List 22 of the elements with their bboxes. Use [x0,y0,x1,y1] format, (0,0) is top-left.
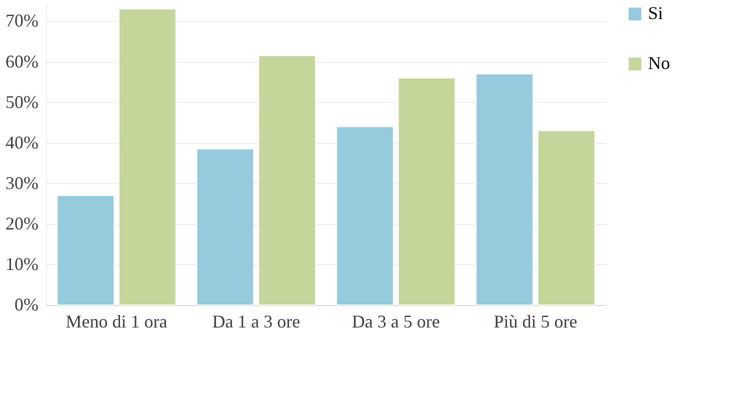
x-tick-label: Più di 5 ore [494,312,578,332]
bar [196,148,254,306]
bar [56,195,115,306]
y-tick-label: 0% [14,294,38,314]
x-tick-label: Da 3 a 5 ore [352,312,440,332]
legend-label: Si [648,3,664,23]
x-tick-label: Da 1 a 3 ore [212,312,300,332]
bar [476,73,534,306]
y-tick-label: 50% [6,92,38,112]
bar [398,77,456,306]
y-tick-label: 60% [6,51,38,72]
y-tick-label: 40% [6,132,38,152]
legend-label: No [648,53,670,73]
y-tick-label: 20% [6,213,38,234]
y-tick-label: 30% [6,172,38,193]
bar [336,126,394,306]
x-tick-label: Meno di 1 ora [66,312,168,332]
bar [537,130,596,306]
y-tick-label: 70% [6,10,38,31]
y-tick-label: 10% [6,254,38,274]
bar [118,8,176,306]
bar [258,55,316,306]
